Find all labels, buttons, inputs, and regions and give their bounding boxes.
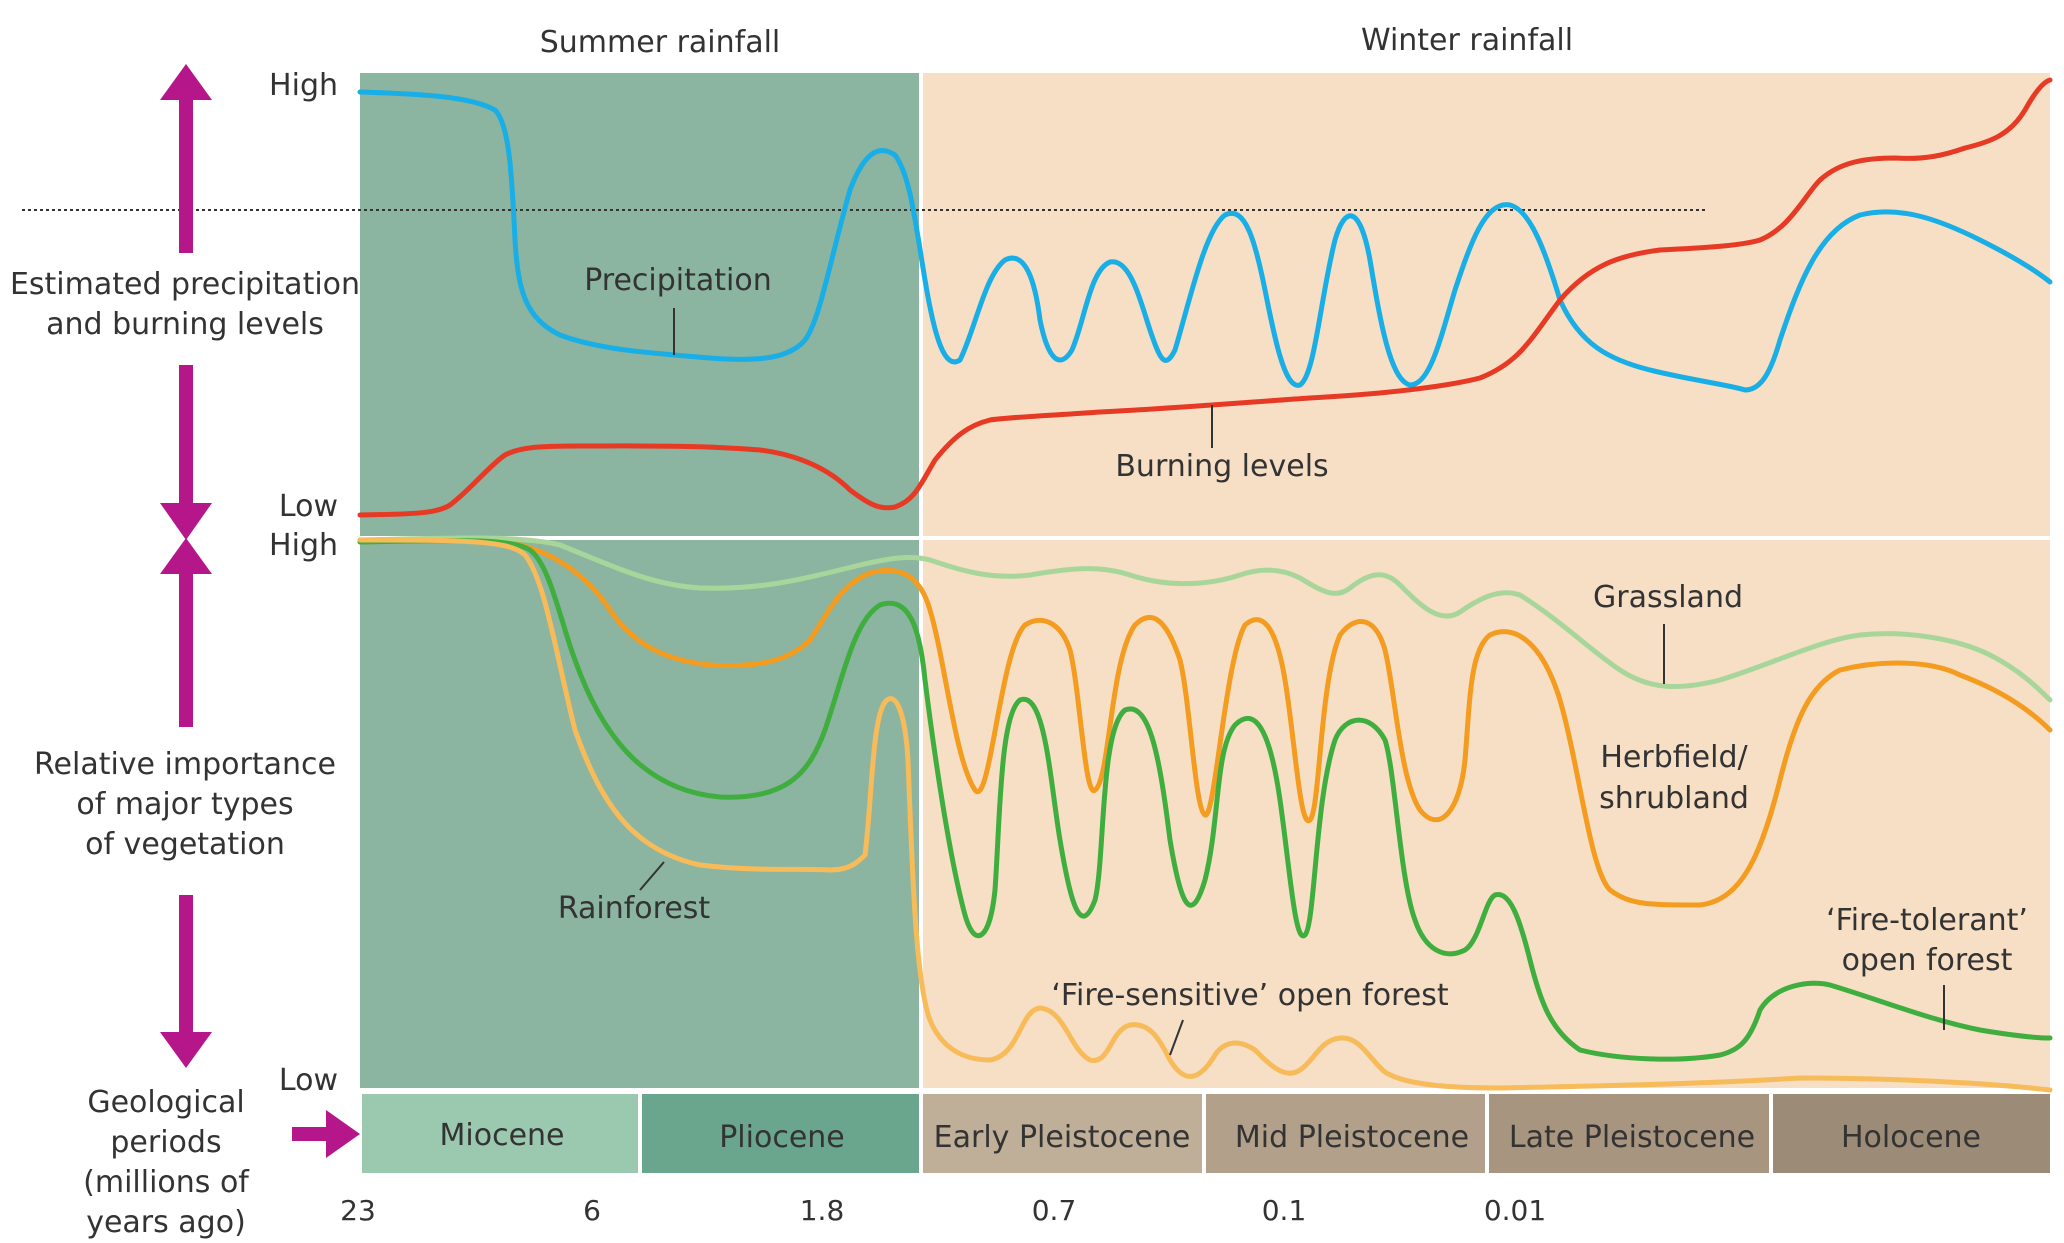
fire-tolerant-label-line1: ‘Fire-tolerant’ — [1826, 903, 2028, 938]
tick-6: 6 — [583, 1194, 601, 1227]
winter-rainfall-zone — [922, 73, 2050, 1088]
top-up-arrow — [160, 64, 212, 253]
fire-sensitive-label: ‘Fire-sensitive’ open forest — [1051, 978, 1448, 1013]
tick-1-8: 1.8 — [800, 1194, 845, 1227]
geo-label-line2: periods — [110, 1125, 221, 1160]
bottom-axis-title-line3: of vegetation — [85, 827, 285, 862]
period-early-pleistocene — [923, 1094, 1202, 1173]
period-miocene — [362, 1094, 638, 1173]
burning-levels-label: Burning levels — [1115, 449, 1328, 484]
period-holocene — [1773, 1094, 2050, 1173]
top-axis-title-line2: and burning levels — [46, 307, 324, 342]
period-bars: Miocene Pliocene Early Pleistocene Mid P… — [362, 1094, 2050, 1173]
fire-tolerant-label-line2: open forest — [1842, 943, 2013, 978]
period-late-pleistocene — [1489, 1094, 1769, 1173]
tick-0-1: 0.1 — [1262, 1194, 1307, 1227]
bottom-axis-title-line1: Relative importance — [34, 747, 336, 782]
rainforest-leader — [639, 861, 665, 891]
geological-arrow — [292, 1110, 360, 1158]
bottom-down-arrow — [160, 895, 212, 1068]
precipitation-label: Precipitation — [584, 263, 772, 298]
rainforest-label: Rainforest — [558, 891, 711, 926]
bottom-up-arrow — [160, 538, 212, 727]
geo-label-line4: years ago) — [86, 1205, 246, 1240]
tick-0-7: 0.7 — [1032, 1194, 1077, 1227]
rainforest-curve — [357, 537, 2053, 1093]
tick-23: 23 — [340, 1194, 376, 1227]
herbfield-shrubland-curve — [357, 538, 2053, 908]
top-down-arrow — [160, 365, 212, 540]
bottom-axis-title-line2: of major types — [76, 787, 293, 822]
herbfield-label-line1: Herbfield/ — [1600, 740, 1748, 775]
geo-label-line3: (millions of — [83, 1165, 250, 1200]
winter-rainfall-header: Winter rainfall — [1361, 23, 1573, 58]
period-label-pliocene: Pliocene — [719, 1120, 845, 1155]
period-label-holocene: Holocene — [1841, 1120, 1981, 1155]
grassland-label: Grassland — [1593, 580, 1743, 615]
bottom-high-label: High — [269, 528, 338, 563]
period-label-mid-pleistocene: Mid Pleistocene — [1235, 1120, 1469, 1155]
geo-label-line1: Geological — [87, 1085, 244, 1120]
summer-rainfall-header: Summer rainfall — [540, 25, 781, 60]
top-axis-title-line1: Estimated precipitation — [10, 267, 360, 302]
herbfield-label-line2: shrubland — [1599, 781, 1749, 816]
top-high-label: High — [269, 68, 338, 103]
fire-sensitive-leader — [1169, 1019, 1184, 1056]
fire-sensitive-open-forest-curve — [357, 537, 2053, 1062]
period-label-late-pleistocene: Late Pleistocene — [1509, 1120, 1755, 1155]
grassland-curve — [357, 535, 2053, 703]
top-low-label: Low — [279, 489, 338, 524]
summer-rainfall-zone — [360, 73, 920, 1088]
period-label-early-pleistocene: Early Pleistocene — [934, 1120, 1191, 1155]
bottom-low-label: Low — [279, 1063, 338, 1098]
period-label-miocene: Miocene — [440, 1118, 565, 1153]
tick-0-01: 0.01 — [1484, 1194, 1546, 1227]
precipitation-curve — [357, 89, 2053, 393]
period-mid-pleistocene — [1206, 1094, 1485, 1173]
burning-curve — [357, 77, 2053, 518]
period-pliocene — [642, 1094, 919, 1173]
